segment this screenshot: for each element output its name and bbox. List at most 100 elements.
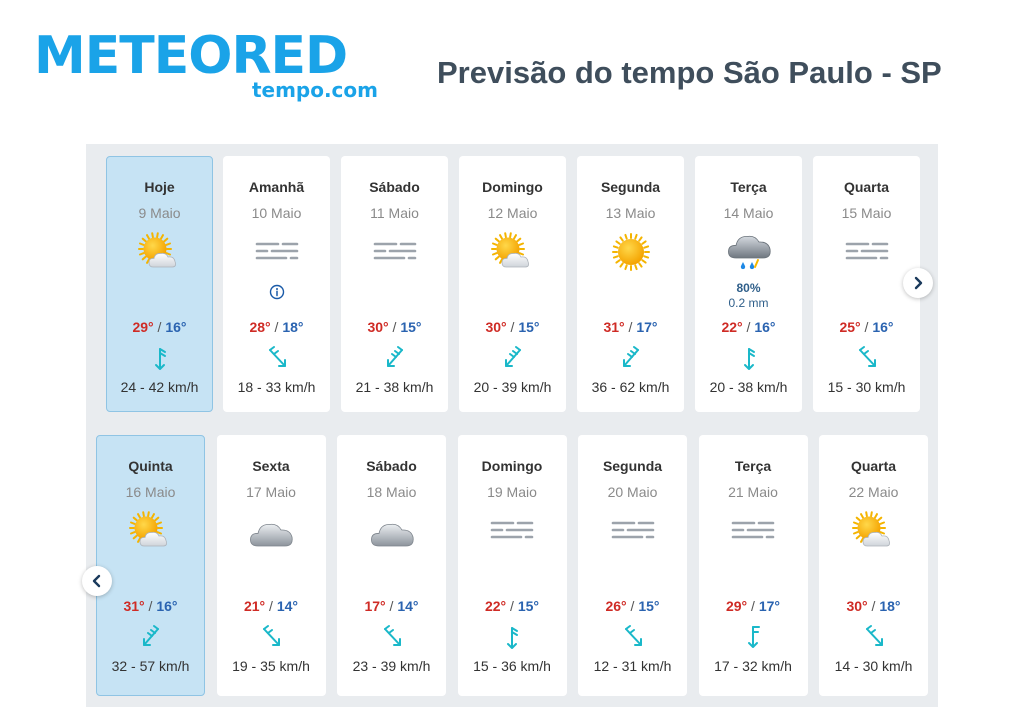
temperature-range: 29° / 17° <box>700 598 807 614</box>
meteored-logo[interactable]: METEORED tempo.com <box>34 30 384 102</box>
forecast-day-card[interactable]: Amanhã 10 Maio 28° / 18° 18 - 33 km/h <box>223 156 330 412</box>
temp-min: 15° <box>400 319 422 335</box>
temp-max: 30° <box>367 319 389 335</box>
temp-max: 29° <box>725 598 748 614</box>
temp-max: 29° <box>132 319 154 335</box>
temp-min: 16° <box>165 319 187 335</box>
wind-speed: 17 - 32 km/h <box>714 658 792 674</box>
temp-separator: / <box>510 598 514 614</box>
wind-direction-icon <box>383 345 407 371</box>
temperature-range: 31° / 16° <box>97 598 204 614</box>
day-date: 19 Maio <box>487 484 537 500</box>
temp-max: 30° <box>485 319 507 335</box>
forecast-day-card[interactable]: Sábado 11 Maio 30° / 15° 21 - 38 km/h <box>341 156 448 412</box>
temp-separator: / <box>392 319 397 335</box>
day-name: Terça <box>730 179 767 195</box>
temperature-range: 26° / 15° <box>579 598 686 614</box>
wind-direction-icon <box>265 345 289 371</box>
temperature-range: 22° / 15° <box>459 598 566 614</box>
day-name: Quarta <box>850 458 897 474</box>
wind-direction-icon <box>380 624 404 650</box>
temp-max: 22° <box>484 598 507 614</box>
info-icon[interactable] <box>269 284 285 300</box>
temp-separator: / <box>630 598 635 614</box>
wind-direction-icon <box>862 624 886 650</box>
day-name: Domingo <box>481 458 543 474</box>
day-date: 22 Maio <box>848 484 899 500</box>
temp-separator: / <box>389 598 394 614</box>
day-date: 13 Maio <box>605 205 656 221</box>
sun-cloud-icon <box>849 510 899 552</box>
forecast-day-card[interactable]: Hoje 9 Maio 29° / 16° 24 - 42 km/h <box>106 156 213 412</box>
wind-speed: 18 - 33 km/h <box>237 379 316 395</box>
wind-speed: 32 - 57 km/h <box>111 658 190 674</box>
forecast-day-card[interactable]: Segunda 20 Maio 26° / 15° 12 - 31 km/h <box>578 435 687 696</box>
wind-direction-icon <box>737 345 761 371</box>
temperature-range: 29° / 16° <box>107 319 212 335</box>
wind-direction-icon <box>855 345 879 371</box>
day-date: 16 Maio <box>125 484 176 500</box>
forecast-day-card[interactable]: Terça 14 Maio 80% 0.2 mm 22° / 16° 20 - … <box>695 156 802 412</box>
day-name: Sábado <box>369 179 420 195</box>
rain-info: 80% 0.2 mm <box>696 281 801 311</box>
temp-separator: / <box>871 598 876 614</box>
wind-speed: 19 - 35 km/h <box>232 658 310 674</box>
temp-max: 21° <box>243 598 266 614</box>
day-name: Segunda <box>602 458 663 474</box>
next-week-button[interactable] <box>903 268 933 298</box>
logo-brand: METEORED <box>34 26 348 86</box>
temp-max: 30° <box>846 598 868 614</box>
temp-min: 16° <box>156 598 178 614</box>
forecast-day-card[interactable]: Segunda 13 Maio 31° / 17° 36 - 62 km/h <box>577 156 684 412</box>
wind-direction-icon <box>259 624 283 650</box>
temp-min: 14° <box>276 598 298 614</box>
wind-speed: 12 - 31 km/h <box>593 658 672 674</box>
temp-max: 31° <box>123 598 145 614</box>
temperature-range: 30° / 18° <box>820 598 927 614</box>
wind-speed: 15 - 30 km/h <box>827 379 906 395</box>
day-name: Amanhã <box>248 179 305 195</box>
forecast-day-card[interactable]: Domingo 12 Maio 30° / 15° 20 - 39 km/h <box>459 156 566 412</box>
day-name: Sábado <box>366 458 417 474</box>
temp-separator: / <box>148 598 153 614</box>
temp-min: 15° <box>518 319 540 335</box>
temp-min: 16° <box>754 319 776 335</box>
forecast-day-card[interactable]: Terça 21 Maio 29° / 17° 17 - 32 km/h <box>698 435 808 696</box>
forecast-day-card[interactable]: Domingo 19 Maio 22° / 15° 15 - 36 km/h <box>457 435 567 696</box>
chevron-right-icon <box>914 276 923 290</box>
prev-week-button[interactable] <box>82 566 112 596</box>
day-date: 15 Maio <box>841 205 892 221</box>
temp-min: 17° <box>758 598 780 614</box>
forecast-day-card[interactable]: Sábado 18 Maio 17° / 14° 23 - 39 km/h <box>337 435 446 696</box>
sun-icon <box>606 231 656 273</box>
temperature-range: 30° / 15° <box>342 319 447 335</box>
temp-separator: / <box>274 319 279 335</box>
rain-probability: 80% <box>736 281 761 295</box>
day-date: 10 Maio <box>251 205 302 221</box>
day-date: 17 Maio <box>246 484 296 500</box>
temperature-range: 21° / 14° <box>218 598 325 614</box>
rain-amount: 0.2 mm <box>728 296 769 310</box>
temperature-range: 17° / 14° <box>338 598 445 614</box>
cloud-icon <box>367 510 417 552</box>
temp-min: 15° <box>638 598 660 614</box>
wind-direction-icon <box>500 624 524 650</box>
wind-direction-icon <box>139 624 163 650</box>
temp-min: 14° <box>397 598 419 614</box>
temp-separator: / <box>751 598 755 614</box>
fog-icon <box>487 510 537 552</box>
temp-min: 16° <box>872 319 894 335</box>
forecast-day-card[interactable]: Quarta 22 Maio 30° / 18° 14 - 30 km/h <box>819 435 928 696</box>
forecast-day-card[interactable]: Quinta 16 Maio 31° / 16° 32 - 57 km/h <box>96 435 205 696</box>
day-name: Quinta <box>128 458 173 474</box>
wind-speed: 36 - 62 km/h <box>591 379 670 395</box>
wind-direction-icon <box>148 345 172 371</box>
temp-max: 26° <box>605 598 627 614</box>
forecast-day-card[interactable]: Quarta 15 Maio 25° / 16° 15 - 30 km/h <box>813 156 920 412</box>
forecast-day-card[interactable]: Sexta 17 Maio 21° / 14° 19 - 35 km/h <box>216 435 326 696</box>
page-title: Previsão do tempo São Paulo - SP <box>437 55 942 90</box>
wind-speed: 20 - 39 km/h <box>473 379 552 395</box>
day-name: Hoje <box>144 179 175 195</box>
cloud-icon <box>246 510 296 552</box>
rain-icon <box>724 231 774 273</box>
